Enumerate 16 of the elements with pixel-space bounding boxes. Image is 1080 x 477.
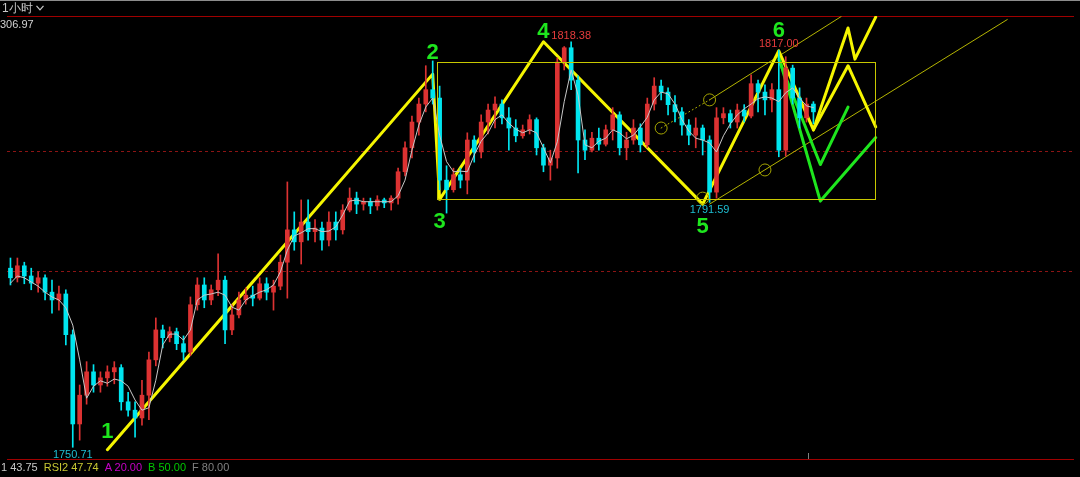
text: A 20.00	[104, 461, 143, 473]
annotation: 1750.71	[52, 448, 93, 461]
text: B 50.00	[148, 461, 186, 473]
annotation: 1817.00	[758, 37, 799, 50]
annotation: 1791.59	[689, 203, 730, 216]
annotation: 1818.38	[551, 28, 592, 41]
annotation: 2	[426, 38, 439, 64]
text: 1小时	[2, 1, 33, 15]
annotation: 306.97	[0, 18, 34, 30]
annotation: 4	[537, 17, 551, 43]
annotation: 1	[101, 417, 114, 443]
text: F 80.00	[192, 461, 230, 473]
text: RSI2 47.74	[43, 461, 99, 473]
text: 1 43.75	[1, 461, 38, 473]
annotation: 3	[433, 208, 446, 234]
annotation: 5	[696, 213, 709, 239]
